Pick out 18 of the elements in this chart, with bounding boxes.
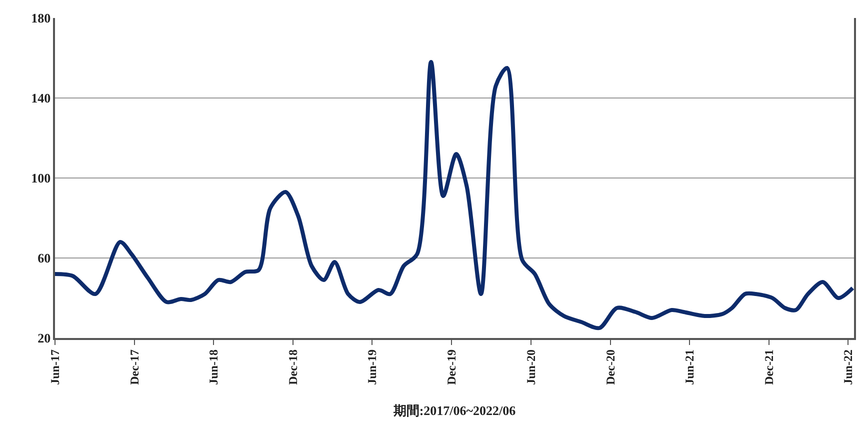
x-tick-label: Jun-22 [840,350,855,385]
y-tick-label: 180 [31,10,51,26]
x-tick-label: Dec-18 [286,350,300,385]
x-tick-label: Dec-20 [603,350,618,385]
line-series [55,60,854,330]
x-tick-label: Jun-19 [364,350,379,385]
y-tick-label: 20 [38,330,51,346]
y-tick-label: 60 [38,250,51,266]
x-tick-label: Dec-17 [127,350,142,385]
x-tick-label: Dec-19 [444,350,458,385]
x-tick-label: Dec-21 [762,350,776,385]
y-tick-label: 100 [31,170,51,186]
x-tick-label: Jun-20 [524,350,538,385]
y-tick-label: 140 [31,90,51,106]
x-axis-title: 期間:2017/06~2022/06 [392,402,516,418]
x-tick-label: Jun-17 [48,350,62,385]
x-tick-label: Jun-18 [206,350,220,385]
x-tick-label: Jun-21 [682,350,696,385]
